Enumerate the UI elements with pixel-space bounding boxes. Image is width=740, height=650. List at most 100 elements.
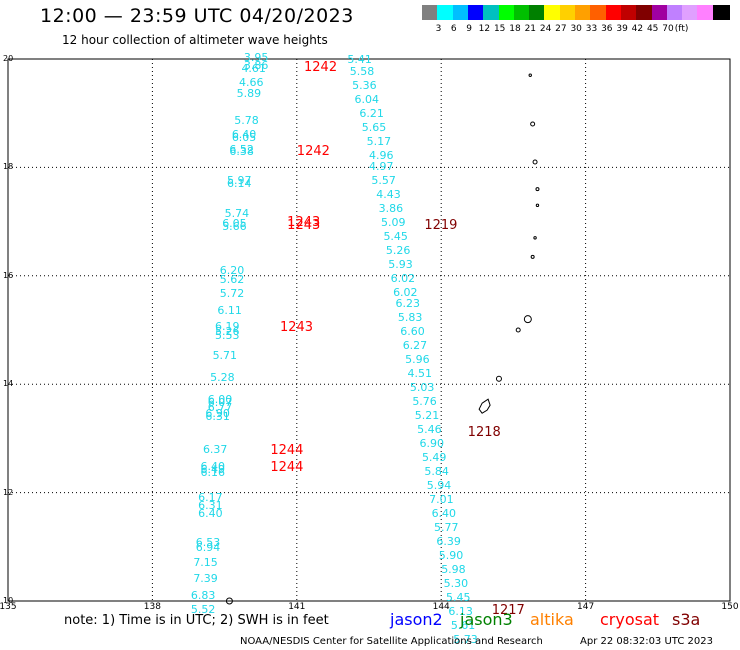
wave-height-value: 6.13 <box>448 604 473 618</box>
wave-height-value: 3.86 <box>378 202 404 216</box>
legend-label: 45 <box>646 24 659 34</box>
wave-height-value: 5.36 <box>352 78 377 92</box>
wave-height-value: 5.83 <box>397 311 423 325</box>
wave-height-value: 6.83 <box>190 589 216 603</box>
wave-height-value: 4.43 <box>376 188 401 202</box>
wave-height-value: 5.30 <box>443 576 469 590</box>
wave-height-value: 5.73 <box>453 632 478 646</box>
island-outline <box>523 315 532 324</box>
wave-height-value: 5.26 <box>214 325 240 339</box>
wave-height-value: 7.39 <box>193 572 218 586</box>
wave-height-value: 5.89 <box>236 87 262 101</box>
wave-height-value: 5.97 <box>227 173 252 187</box>
legend-label: 27 <box>555 24 567 34</box>
island-outline <box>515 327 521 333</box>
wave-height-value: 6.20 <box>219 263 245 277</box>
wave-height-value: 5.71 <box>212 348 238 362</box>
wave-height-value: 6.05 <box>222 216 247 230</box>
wave-height-value: 6.05 <box>231 131 257 145</box>
wave-height-value: 6.40 <box>431 506 457 520</box>
wave-height-value: 4.51 <box>407 366 433 380</box>
wave-height-value: 5.90 <box>438 549 464 563</box>
legend-label: 33 <box>585 24 598 34</box>
wave-height-value: 5.74 <box>224 207 250 221</box>
legend-swatch <box>467 5 485 20</box>
graticule <box>7 58 731 602</box>
pass-time: 1244 <box>270 443 304 459</box>
legend-label: 18 <box>509 24 521 34</box>
wave-height-value: 6.04 <box>354 92 380 106</box>
satellite-name: jason3 <box>460 610 513 629</box>
legend-label: 12 <box>478 24 491 34</box>
legend-label: 6 <box>450 24 457 34</box>
satellite-name: altika <box>530 610 574 629</box>
wave-height-value: 4.97 <box>369 159 394 173</box>
legend-swatch <box>544 5 562 20</box>
pass-time: 1219 <box>424 218 458 234</box>
legend-swatch <box>620 5 638 20</box>
wave-height-value: 5.45 <box>446 590 471 604</box>
wave-height-value: 6.40 <box>198 507 223 521</box>
legend-label: 9 <box>466 24 472 34</box>
wave-height-value: 6.90 <box>205 407 230 421</box>
wave-height-value: 6.90 <box>419 436 445 450</box>
wave-height-value: 5.28 <box>210 370 235 384</box>
wave-height-value: 5.77 <box>433 520 459 534</box>
wave-height-value: 4.61 <box>241 61 266 75</box>
land-outlines <box>225 73 540 605</box>
wave-height-value: 3.95 <box>243 50 269 64</box>
legend-label: 21 <box>524 24 537 34</box>
legend-label: 15 <box>493 24 506 34</box>
wave-height-value: 6.07 <box>207 395 233 409</box>
island-outline <box>530 121 536 127</box>
wave-height-value: 6.00 <box>207 392 233 406</box>
wave-height-value: 5.96 <box>405 352 430 366</box>
wave-height-value: 6.37 <box>202 443 228 457</box>
wave-height-value: 5.57 <box>371 173 396 187</box>
legend-swatch <box>422 5 439 20</box>
wave-height-value: 5.58 <box>349 64 375 78</box>
wave-height-value: 7.15 <box>193 555 218 569</box>
wave-height-value: 5.94 <box>426 479 452 493</box>
wave-height-value: 6.27 <box>402 339 428 353</box>
island-outline <box>535 187 540 192</box>
wave-height-value: 6.94 <box>195 541 221 555</box>
map-border <box>7 58 731 602</box>
legend-swatch <box>452 5 470 20</box>
island-outline <box>535 203 540 208</box>
wave-height-value: 5.66 <box>222 219 247 233</box>
wave-height-value: 3.86 <box>243 59 269 73</box>
wave-height-value: 5.52 <box>190 603 216 617</box>
island-outline <box>532 159 538 165</box>
legend-label: 42 <box>631 24 644 34</box>
pass-time: 1242 <box>304 60 338 76</box>
legend-swatch <box>651 5 669 20</box>
legend-label: 24 <box>539 24 552 34</box>
longitude-label: 138 <box>143 602 161 612</box>
legend-unit: (ft) <box>674 24 689 34</box>
wave-height-value: 6.52 <box>229 142 254 156</box>
wave-height-value: 6.31 <box>198 499 223 513</box>
legend-swatch <box>666 5 684 20</box>
wave-height-value: 4.66 <box>239 75 264 89</box>
pass-time: 1243 <box>287 218 321 234</box>
wave-height-value: 5.61 <box>450 618 476 632</box>
legend-label: 39 <box>616 24 628 34</box>
wave-height-value: 5.98 <box>441 562 466 576</box>
legend-swatch <box>697 5 715 20</box>
legend-swatch <box>483 5 501 20</box>
wave-height-value: 6.49 <box>200 462 226 476</box>
pass-time: 1243 <box>287 215 321 231</box>
island-outline <box>528 73 532 77</box>
island-outline <box>495 375 502 382</box>
wave-height-value: 5.09 <box>381 215 406 229</box>
wave-height-value: 6.16 <box>200 466 226 480</box>
legend-label: 30 <box>570 24 582 34</box>
latitude-label: 12 <box>3 487 14 497</box>
footer-note: note: 1) Time is in UTC; 2) SWH is in fe… <box>64 613 329 628</box>
latitude-label: 18 <box>3 162 14 172</box>
wave-height-value: 5.41 <box>347 53 372 67</box>
wave-height-value: 6.19 <box>214 319 240 333</box>
legend-label: 70 <box>662 24 674 34</box>
